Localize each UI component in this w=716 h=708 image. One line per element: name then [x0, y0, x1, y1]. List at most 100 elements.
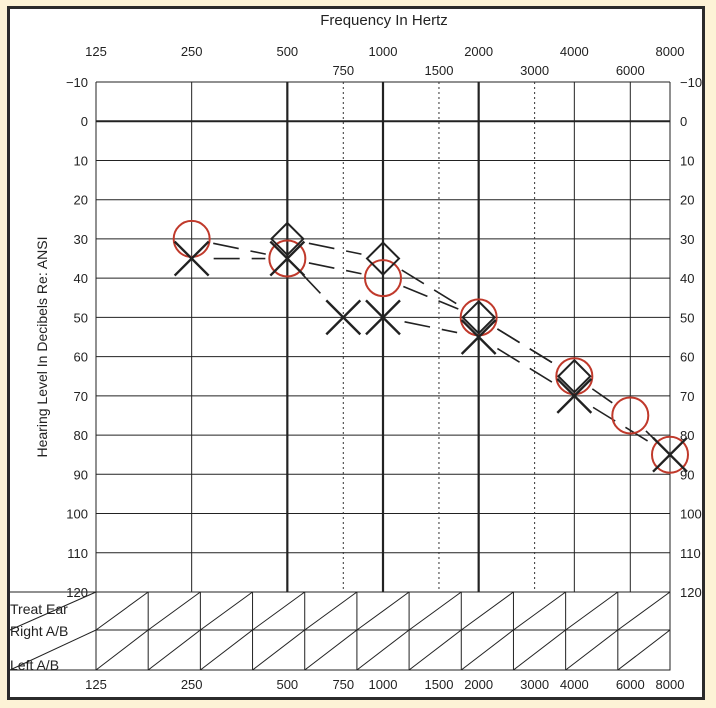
y-tick-label-right: 110 — [680, 546, 701, 561]
y-tick-label-right: 60 — [680, 350, 694, 365]
y-tick-label: 80 — [74, 428, 88, 443]
masking-table: Treat Ear Right A/B Left A/B — [9, 591, 671, 673]
x-tick-label-bottom: 1000 — [369, 677, 398, 692]
x-tick-label-inter: 3000 — [520, 63, 549, 78]
x-tick-label-top: 125 — [85, 44, 107, 59]
y-tick-label: 90 — [74, 467, 88, 482]
series-connector — [496, 347, 557, 386]
row-label-right-ab: Right A/B — [10, 623, 68, 639]
diamond-mark — [269, 221, 305, 257]
x-mark — [652, 436, 688, 473]
x-tick-label-top: 250 — [181, 44, 203, 59]
diamond-mark — [461, 299, 497, 335]
grid — [95, 81, 671, 593]
x-tick-label-inter: 750 — [332, 63, 354, 78]
table-border — [95, 591, 671, 671]
table-cell-diagonal — [513, 591, 566, 631]
series-lines — [213, 242, 655, 444]
table-cell-diagonal — [200, 591, 253, 631]
table-cell-diagonal — [147, 629, 201, 671]
x-tick-label-top: 4000 — [560, 44, 589, 59]
table-cell-diagonal — [617, 629, 671, 671]
x-mark — [269, 240, 306, 277]
series-connector — [308, 262, 362, 275]
x-tick-label-top: 2000 — [464, 44, 493, 59]
table-cell-diagonal — [460, 591, 514, 631]
diamond-mark — [556, 358, 592, 394]
table-cell-diagonal — [460, 629, 514, 671]
row-label-treat-ear: Treat Ear — [10, 601, 68, 617]
x-tick-label-top: 1000 — [369, 44, 398, 59]
x-tick-label-bottom: 500 — [276, 677, 298, 692]
circle-mark — [611, 396, 650, 435]
x-tick-label-bottom: 6000 — [616, 677, 645, 692]
series-connector — [591, 388, 613, 404]
row-label-left-ab: Left A/B — [10, 657, 59, 673]
x-mark — [365, 299, 401, 336]
table-cell-diagonal — [356, 629, 410, 671]
x-tick-label-bottom: 4000 — [560, 677, 589, 692]
table-label-diagonal — [9, 629, 97, 671]
y-tick-label-right: −10 — [680, 75, 702, 90]
y-tick-label: 20 — [74, 193, 88, 208]
chart-title: Frequency In Hertz — [320, 12, 448, 29]
x-tick-label-bottom: 8000 — [656, 677, 685, 692]
y-tick-label-right: 100 — [680, 507, 702, 522]
y-tick-label-right: 20 — [680, 193, 694, 208]
y-tick-label-right: 0 — [680, 114, 687, 129]
y-tick-label: 110 — [67, 546, 88, 561]
y-tick-label-right: 70 — [680, 389, 694, 404]
table-cell-diagonal — [252, 591, 306, 631]
x-mark — [556, 377, 593, 414]
y-tick-label-right: 80 — [680, 428, 694, 443]
y-tick-label-right: 40 — [680, 271, 694, 286]
y-tick-label: 50 — [74, 310, 88, 325]
table-cell-diagonal — [252, 629, 306, 671]
table-cell-diagonal — [617, 591, 671, 631]
x-tick-label-bottom: 250 — [181, 677, 203, 692]
y-axis-label: Hearing Level In Decibels Re: ANSI — [34, 237, 50, 458]
y-tick-label-right: 30 — [680, 232, 694, 247]
table-cell-diagonal — [95, 629, 149, 671]
y-tick-label: 0 — [81, 114, 88, 129]
series-connector — [403, 285, 459, 310]
y-tick-label: 30 — [74, 232, 88, 247]
series-connector — [401, 269, 461, 307]
circle-mark — [364, 259, 402, 298]
y-tick-label: 100 — [66, 507, 88, 522]
y-tick-label-right: 120 — [680, 585, 702, 600]
table-cell-diagonal — [408, 629, 462, 671]
series-connector — [404, 321, 458, 334]
y-tick-label-right: 50 — [680, 310, 694, 325]
table-cell-diagonal — [304, 629, 358, 671]
series-connector — [308, 242, 362, 255]
x-tick-label-top: 8000 — [656, 44, 685, 59]
y-tick-label: −10 — [66, 75, 88, 90]
x-tick-label-inter: 1500 — [425, 63, 454, 78]
circle-mark — [651, 435, 689, 474]
y-tick-label: 10 — [74, 153, 88, 168]
circle-mark — [268, 239, 307, 278]
x-tick-labels: 125 250 500 1000 2000 4000 8000 750 1500 3000 6000… — [85, 44, 684, 692]
table-cell-diagonal — [95, 591, 149, 631]
table-cell-diagonal — [147, 591, 201, 631]
data-points — [172, 219, 689, 474]
x-mark — [460, 319, 497, 355]
y-tick-label: 70 — [74, 389, 88, 404]
table-cell-diagonal — [304, 591, 358, 631]
x-mark — [325, 299, 362, 336]
y-tick-label-right: 10 — [680, 153, 694, 168]
y-tick-label-right: 90 — [680, 467, 694, 482]
diamond-mark — [365, 241, 401, 276]
table-cell-diagonal — [513, 629, 566, 671]
series-connector — [301, 273, 329, 302]
x-tick-label-bottom: 2000 — [464, 677, 493, 692]
series-connector — [592, 406, 652, 444]
series-connector — [213, 242, 266, 255]
x-tick-label-bottom: 125 — [85, 677, 107, 692]
x-tick-label-inter: 6000 — [616, 63, 645, 78]
x-tick-label-top: 500 — [276, 44, 298, 59]
y-tick-label: 60 — [74, 350, 88, 365]
table-cell-diagonal — [565, 629, 619, 671]
